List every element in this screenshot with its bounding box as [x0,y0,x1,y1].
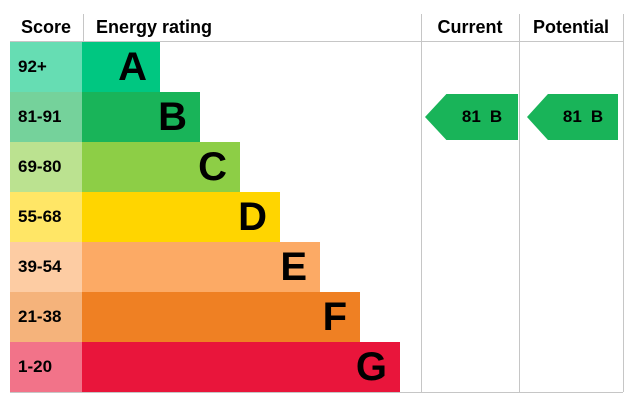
band-row-d: 55-68 D [10,192,420,242]
header-energy-rating: Energy rating [83,14,433,41]
band-bar-f: F [82,292,360,342]
band-row-a: 92+ A [10,42,420,92]
potential-rating-band: B [590,107,604,126]
column-divider-potential-left [519,14,520,392]
score-range-c: 69-80 [10,142,82,192]
band-bar-g: G [82,342,400,392]
score-range-g: 1-20 [10,342,82,392]
table-bottom-line [10,392,623,393]
band-bar-d: D [82,192,280,242]
header-potential: Potential [532,17,609,37]
band-row-b: 81-91 B [10,92,420,142]
band-row-e: 39-54 E [10,242,420,292]
band-row-f: 21-38 F [10,292,420,342]
score-range-d: 55-68 [10,192,82,242]
score-range-a: 92+ [10,42,82,92]
potential-rating-arrow: 81 B [527,94,618,140]
potential-rating-value: 81 [562,107,582,126]
header-divider-line [10,41,623,42]
band-bar-e: E [82,242,320,292]
band-row-g: 1-20 G [10,342,420,392]
band-row-c: 69-80 C [10,142,420,192]
band-bar-b: B [82,92,200,142]
score-range-b: 81-91 [10,92,82,142]
column-divider-current-left [421,14,422,392]
current-rating-band: B [489,107,503,126]
header-current: Current [437,17,503,37]
current-rating-arrow: 81 B [425,94,518,140]
header-score: Score [20,17,72,37]
current-rating-value: 81 [461,107,481,126]
score-range-e: 39-54 [10,242,82,292]
column-divider-right-edge [623,14,624,392]
band-bar-a: A [82,42,160,92]
band-bar-c: C [82,142,240,192]
score-range-f: 21-38 [10,292,82,342]
